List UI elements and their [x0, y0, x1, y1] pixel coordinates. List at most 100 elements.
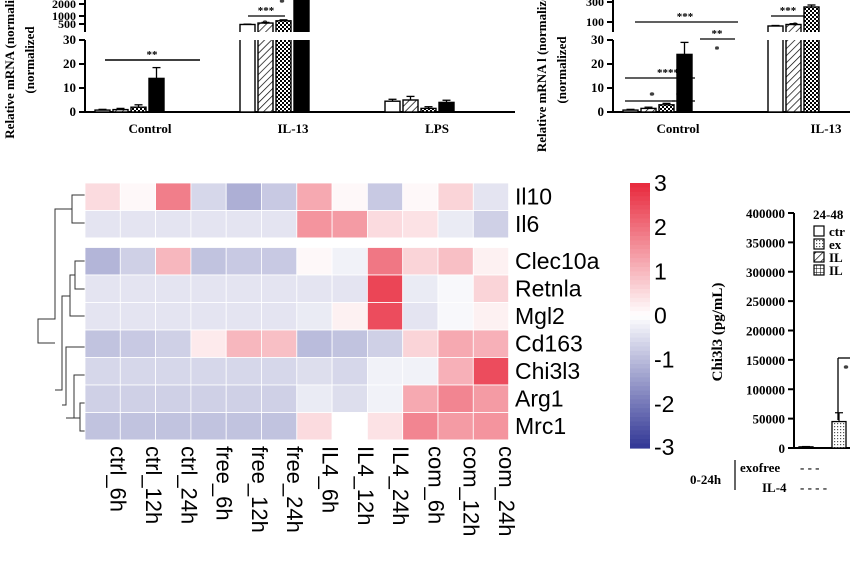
heatmap-cell — [296, 274, 333, 303]
heatmap-cell — [331, 182, 368, 211]
heatmap-cell — [366, 384, 404, 413]
color-scale-segment — [630, 183, 650, 189]
heatmap-cell — [402, 412, 439, 441]
legend-swatch — [813, 264, 825, 276]
sig-mark: * — [279, 0, 285, 9]
sig-mark: * — [843, 363, 849, 375]
column-label: free_12h — [247, 446, 272, 533]
color-scale-segment — [630, 364, 650, 370]
sig-mark: *** — [677, 11, 694, 23]
sig-mark: *** — [780, 5, 797, 17]
heatmap-cell — [402, 384, 439, 413]
heatmap-cell — [437, 384, 474, 413]
color-scale-segment — [630, 258, 650, 264]
bar — [148, 77, 165, 113]
bar — [420, 107, 437, 113]
heatmap-cell — [84, 210, 121, 239]
column-label: free_6h — [212, 446, 237, 521]
bar — [112, 108, 129, 113]
color-scale-segment — [630, 275, 650, 281]
color-scale-segment — [630, 412, 650, 418]
bar-break — [236, 32, 314, 40]
row-label: Mrc1 — [515, 413, 566, 439]
color-scale-segment — [630, 359, 650, 365]
axis-break — [608, 32, 622, 40]
legend-swatch — [813, 225, 825, 237]
y-tick-label: 200000 — [746, 324, 785, 339]
row-label: Clec10a — [515, 248, 600, 274]
color-scale-segment — [630, 417, 650, 423]
y-tick-label: 100000 — [746, 382, 785, 397]
heatmap-cell — [472, 247, 509, 276]
color-scale-segment — [630, 350, 650, 356]
bar — [130, 106, 147, 113]
color-scale-segment — [630, 395, 650, 401]
heatmap-cell — [472, 412, 509, 441]
color-scale-segment — [630, 200, 650, 206]
sig-mark: **** — [657, 67, 680, 79]
heatmap-cell — [437, 210, 474, 239]
color-scale-segment — [630, 289, 650, 295]
y-tick-label: 300000 — [746, 265, 785, 280]
heatmap-cell — [119, 274, 157, 303]
color-scale-segment — [630, 218, 650, 224]
heatmap-cell — [190, 384, 227, 413]
y-tick-label: 150000 — [746, 353, 785, 368]
heatmap-cell — [119, 384, 157, 413]
heatmap-cell — [402, 357, 439, 386]
heatmap-cell — [472, 302, 509, 331]
color-scale-segment — [630, 430, 650, 436]
heatmap-cell — [225, 384, 262, 413]
bar — [293, 0, 310, 113]
row-label: Mgl2 — [515, 303, 565, 329]
heatmap-cell — [190, 247, 227, 276]
heatmap-cell — [472, 274, 509, 303]
heatmap-cell — [225, 412, 262, 441]
color-scale-segment — [630, 408, 650, 414]
heatmap-cell — [472, 384, 509, 413]
color-scale-segment — [630, 253, 650, 259]
legend-title: 24-48 — [813, 207, 844, 222]
y-tick-label: 0 — [598, 104, 605, 119]
heatmap-cell — [225, 329, 262, 358]
column-label: ctrl_6h — [106, 446, 131, 512]
heatmap-cell — [296, 384, 333, 413]
heatmap-cell — [331, 274, 368, 303]
heatmap-cell — [331, 357, 368, 386]
x-category-label: Control — [128, 121, 171, 136]
heatmap-cell — [155, 412, 192, 441]
heatmap-cell — [366, 302, 404, 331]
color-scale-segment — [630, 280, 650, 286]
x-category-label: Control — [656, 121, 699, 136]
color-scale-segment — [630, 196, 650, 202]
heatmap-cell — [119, 210, 157, 239]
heatmap-cell — [402, 274, 439, 303]
treatment-row-marks: - - - — [800, 460, 820, 475]
heatmap-cell — [84, 274, 121, 303]
heatmap-cell — [119, 302, 157, 331]
y-axis-label-line1: Relative mRNA (normalized — [2, 0, 17, 139]
color-scale-tick: 0 — [654, 303, 667, 329]
treatment-row-label: IL-4 — [762, 480, 787, 495]
y-axis-label-line1: Relative mRNA l (normalized — [534, 0, 549, 152]
color-scale-segment — [630, 425, 650, 431]
legend-label: IL — [829, 263, 843, 278]
sig-mark: * — [649, 90, 655, 102]
heatmap-cell — [366, 274, 404, 303]
row-label: Il6 — [515, 211, 539, 237]
heatmap-cell — [402, 329, 439, 358]
color-scale-tick: -2 — [654, 391, 674, 417]
y-tick-label: 10 — [63, 80, 76, 95]
color-scale-segment — [630, 355, 650, 361]
color-scale-segment — [630, 337, 650, 343]
heatmap-cell — [261, 412, 298, 441]
bar — [402, 99, 419, 113]
heatmap-cell — [261, 274, 298, 303]
y-tick-label: 0 — [70, 104, 77, 119]
sig-mark: ** — [712, 28, 724, 40]
color-scale-segment — [630, 372, 650, 378]
sig-mark: * — [263, 19, 268, 30]
color-scale-segment — [630, 390, 650, 396]
heatmap-cell — [437, 182, 474, 211]
heatmap-cell — [331, 247, 368, 276]
